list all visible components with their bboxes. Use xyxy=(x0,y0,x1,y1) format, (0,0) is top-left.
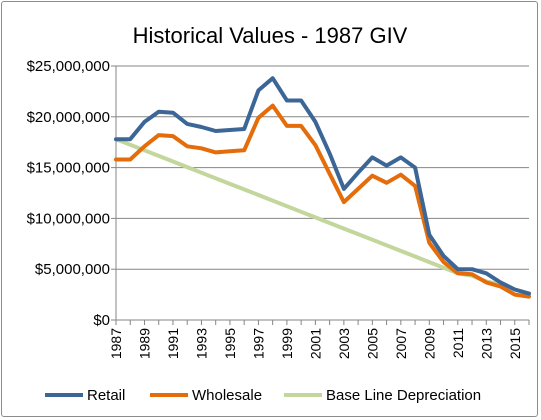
y-tick-label: $20,000,000 xyxy=(27,109,110,126)
y-tick-label: $0 xyxy=(93,312,110,329)
series-line-retail xyxy=(114,76,531,296)
x-tick-label: 2005 xyxy=(364,328,380,359)
series-lines xyxy=(114,76,531,299)
legend-label: Base Line Depreciation xyxy=(326,387,481,404)
x-tick-label: 1993 xyxy=(193,328,209,359)
x-axis-ticks: 1987 1989 1991 1993 1995 1997 1999 2001 2003 2005… xyxy=(108,320,530,359)
x-tick-label: 1991 xyxy=(165,328,181,359)
legend-label: Wholesale xyxy=(192,387,262,404)
y-tick-label: $25,000,000 xyxy=(27,58,110,75)
x-tick-label: 2007 xyxy=(393,328,409,359)
y-axis-ticks: $0 $5,000,000 $10,000,000 $15,000,000 $20,00… xyxy=(27,58,116,329)
y-tick-label: $5,000,000 xyxy=(35,261,110,278)
y-tick-label: $10,000,000 xyxy=(27,210,110,227)
y-tick-label: $15,000,000 xyxy=(27,160,110,177)
x-tick-label: 2011 xyxy=(450,328,466,358)
series-line-wholesale xyxy=(114,103,531,299)
x-tick-label: 1997 xyxy=(250,328,266,359)
x-tick-label: 1989 xyxy=(136,328,152,359)
x-tick-label: 2009 xyxy=(421,328,437,359)
x-tick-label: 2003 xyxy=(336,328,352,359)
gridlines xyxy=(116,65,529,270)
chart-title: Historical Values - 1987 GIV xyxy=(133,23,408,48)
x-tick-label: 2013 xyxy=(478,328,494,359)
legend: Retail Wholesale Base Line Depreciation xyxy=(45,387,481,404)
x-tick-label: 2001 xyxy=(307,328,323,359)
x-tick-label: 1987 xyxy=(108,328,124,359)
x-tick-label: 1995 xyxy=(222,328,238,359)
axes xyxy=(115,66,529,321)
legend-label: Retail xyxy=(87,387,125,404)
x-tick-label: 1999 xyxy=(279,328,295,359)
x-tick-label: 2015 xyxy=(507,328,523,359)
